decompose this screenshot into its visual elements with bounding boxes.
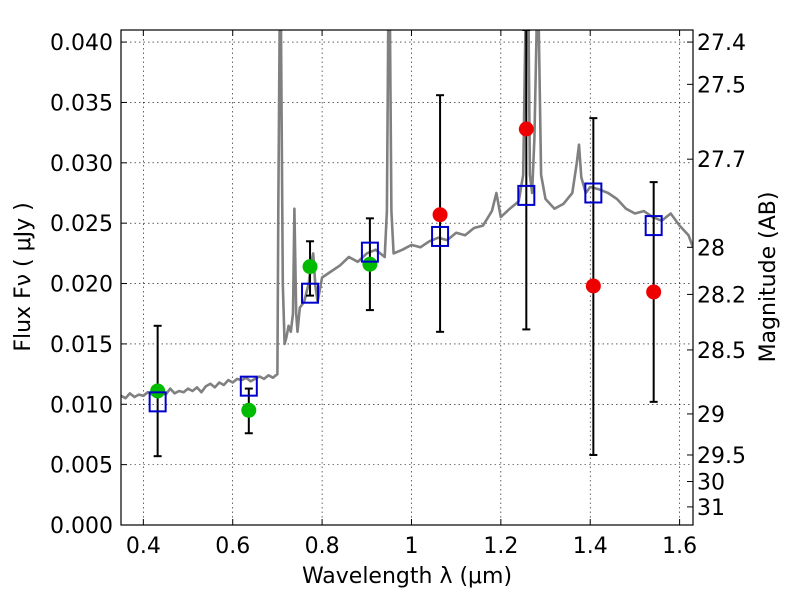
x-tick-label: 0.4 [126,534,161,559]
green-data-point [241,402,257,418]
green-data-point [150,383,166,399]
y2-tick-label: 28.2 [697,283,746,308]
y2-tick-label: 29.5 [697,444,746,469]
y2-tick-label: 28 [697,236,725,261]
y-tick-label: 0.000 [50,514,113,539]
green-data-point [362,256,378,272]
plot-area [121,30,693,525]
x-tick-label: 1.2 [483,534,518,559]
y-tick-label: 0.025 [50,212,113,237]
y-tick-label: 0.040 [50,31,113,56]
red-data-point [518,121,534,137]
model-square-marker [644,215,663,237]
y2-tick-label: 27.7 [697,148,746,173]
markers-group [148,30,663,458]
model-square-marker [584,182,603,204]
y2-tick-label: 29 [697,403,725,428]
x-tick-label: 0.8 [305,534,340,559]
model-square-marker [360,241,379,263]
y2-tick-label: 27.5 [697,73,746,98]
x-tick-label: 1.4 [573,534,608,559]
y2-tick-label: 27.4 [697,31,746,56]
y2-axis-title: Magnitude (AB) [756,192,781,363]
y-axis-title: Flux Fν ( μJy ) [11,202,36,351]
red-data-point [432,207,448,223]
y-axis-ticks: 0.000 0.005 0.010 0.015 0.020 0.025 0.030 0.035… [50,31,127,539]
green-data-point [302,259,318,275]
x-tick-label: 0.6 [215,534,250,559]
y-tick-label: 0.015 [50,333,113,358]
y-tick-label: 0.030 [50,152,113,177]
model-square-marker [517,184,536,206]
x-axis-title: Wavelength λ (μm) [302,564,512,589]
y2-tick-label: 28.5 [697,339,746,364]
red-data-point [646,284,662,300]
model-square-marker [301,282,320,304]
y-tick-label: 0.020 [50,273,113,298]
y2-tick-label: 30 [697,471,725,496]
grid [121,30,693,525]
model-square-marker [431,225,450,247]
plot-frame [120,29,694,526]
red-data-point [585,278,601,294]
model-square-marker [239,375,258,397]
y-tick-label: 0.005 [50,454,113,479]
model-square-marker [148,391,167,413]
y-tick-label: 0.010 [50,393,113,418]
spectrum-group [121,30,693,400]
y2-tick-label: 31 [697,496,725,521]
y-tick-label: 0.035 [50,91,113,116]
x-tick-label: 1.6 [662,534,697,559]
x-tick-label: 1 [404,534,418,559]
x-axis-ticks: 0.4 0.6 0.8 1 1.2 1.4 1.6 [126,30,697,559]
spectrum-line [121,30,693,400]
